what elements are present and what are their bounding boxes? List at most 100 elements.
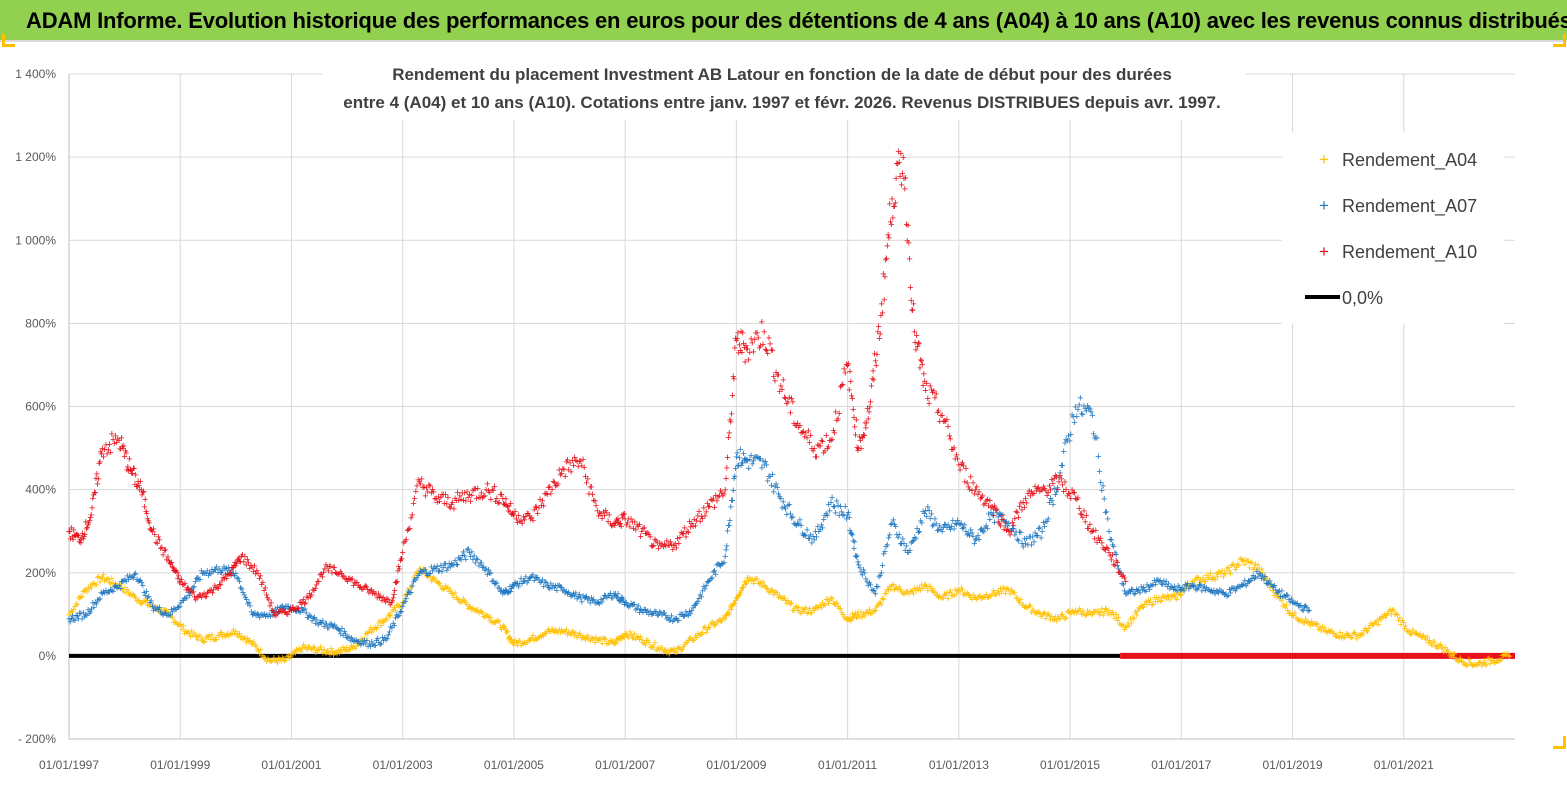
data-point: + (574, 632, 580, 644)
data-point: + (363, 639, 369, 651)
data-point: + (1249, 558, 1255, 570)
data-point: + (270, 655, 276, 667)
data-point: + (1245, 556, 1251, 568)
data-point: + (1289, 597, 1295, 609)
data-point: + (738, 460, 744, 472)
data-point: + (323, 648, 329, 660)
data-point: + (741, 342, 747, 354)
chart-title-line-2: entre 4 (A04) et 10 ans (A10). Cotations… (343, 93, 1220, 112)
data-point: + (1084, 400, 1090, 412)
data-point: + (413, 575, 419, 587)
data-point: + (524, 508, 530, 520)
data-point: + (347, 635, 353, 647)
data-point: + (1282, 603, 1288, 615)
data-point: + (672, 647, 678, 659)
data-point: + (267, 655, 273, 667)
data-point: + (863, 607, 869, 619)
data-point: + (1150, 579, 1156, 591)
data-point: + (939, 410, 945, 422)
data-point: + (950, 444, 956, 456)
data-point: + (548, 578, 554, 590)
data-point: + (1095, 532, 1101, 544)
data-point: + (77, 535, 83, 547)
data-point: + (631, 629, 637, 641)
data-point: + (1012, 588, 1018, 600)
data-point: + (655, 609, 661, 621)
data-point: + (339, 572, 345, 584)
data-point: + (881, 295, 887, 307)
data-point: + (934, 525, 940, 537)
data-point: + (420, 564, 426, 576)
data-point: + (109, 585, 115, 597)
data-point: + (702, 511, 708, 523)
data-point: + (1263, 578, 1269, 590)
data-point: + (1174, 586, 1180, 598)
data-point: + (1398, 619, 1404, 631)
data-point: + (530, 515, 536, 527)
data-point: + (90, 579, 96, 591)
data-point: + (602, 505, 608, 517)
data-point: + (787, 509, 793, 521)
data-point: + (656, 537, 662, 549)
data-point: + (1470, 660, 1476, 672)
data-point: + (567, 628, 573, 640)
data-point: + (254, 609, 260, 621)
data-point: + (1432, 642, 1438, 654)
data-point: + (256, 612, 262, 624)
data-point: + (564, 454, 570, 466)
data-point: + (262, 653, 268, 665)
data-point: + (1001, 524, 1007, 536)
data-point: + (721, 489, 727, 501)
data-point: + (445, 492, 451, 504)
data-point: + (1305, 617, 1311, 629)
data-point: + (1058, 473, 1064, 485)
data-point: + (315, 619, 321, 631)
data-point: + (168, 611, 174, 623)
data-point: + (264, 592, 270, 604)
data-point: + (527, 634, 533, 646)
data-point: + (960, 522, 966, 534)
data-point: + (799, 603, 805, 615)
data-point: + (772, 586, 778, 598)
data-point: + (1013, 506, 1019, 518)
data-point: + (1131, 588, 1137, 600)
data-point: + (1282, 591, 1288, 603)
data-point: + (1027, 600, 1033, 612)
data-point: + (906, 589, 912, 601)
data-point: + (968, 592, 974, 604)
data-point: + (94, 594, 100, 606)
data-point: + (363, 582, 369, 594)
data-point: + (793, 420, 799, 432)
data-point: + (807, 530, 813, 542)
data-point: + (507, 632, 513, 644)
data-point: + (994, 504, 1000, 516)
data-point: + (488, 612, 494, 624)
data-point: + (435, 578, 441, 590)
data-point: + (953, 589, 959, 601)
data-point: + (423, 570, 429, 582)
data-point: + (970, 477, 976, 489)
data-point: + (943, 416, 949, 428)
data-point: + (177, 576, 183, 588)
data-point: + (293, 644, 299, 656)
data-point: + (404, 584, 410, 596)
data-point: + (1044, 516, 1050, 528)
data-point: + (1025, 540, 1031, 552)
data-point: + (316, 618, 322, 630)
data-point: + (974, 594, 980, 606)
data-point: + (732, 598, 738, 610)
data-point: + (1125, 618, 1131, 630)
data-point: + (372, 589, 378, 601)
data-point: + (709, 617, 715, 629)
data-point: + (485, 564, 491, 576)
data-point: + (172, 604, 178, 616)
data-point: + (1182, 579, 1188, 591)
data-point: + (885, 584, 891, 596)
data-point: + (117, 579, 123, 591)
data-point: + (616, 595, 622, 607)
data-point: + (225, 631, 231, 643)
data-point: + (1062, 613, 1068, 625)
data-point: + (333, 622, 339, 634)
data-point: + (825, 441, 831, 453)
data-point: + (1400, 617, 1406, 629)
